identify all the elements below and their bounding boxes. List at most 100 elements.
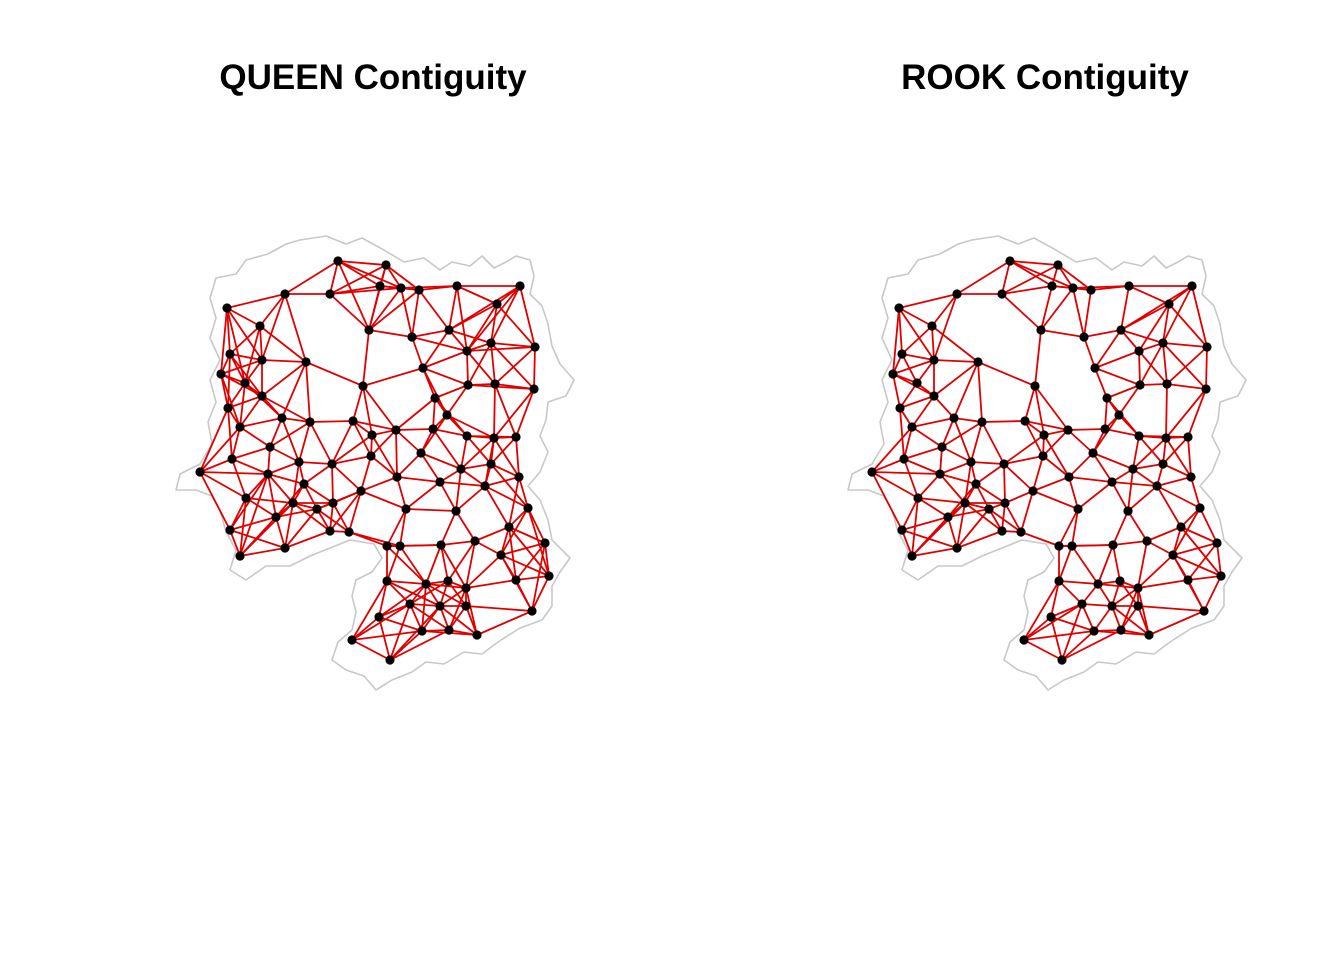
- region-centroid: [452, 281, 462, 291]
- region-centroid: [1064, 472, 1074, 482]
- region-centroid: [235, 551, 245, 561]
- contiguity-link: [466, 346, 536, 352]
- contiguity-link: [405, 481, 441, 510]
- contiguity-link: [1071, 508, 1079, 547]
- contiguity-link: [1092, 414, 1120, 454]
- contiguity-link: [1024, 420, 1069, 431]
- contiguity-link: [371, 434, 398, 478]
- contiguity-link: [1058, 508, 1079, 547]
- contiguity-link: [490, 463, 529, 509]
- contiguity-link: [360, 490, 407, 510]
- region-centroid: [1134, 431, 1144, 441]
- contiguity-link: [901, 516, 949, 531]
- contiguity-link: [901, 353, 935, 361]
- contiguity-link: [1162, 342, 1168, 385]
- contiguity-link: [1120, 587, 1139, 631]
- contiguity-link: [460, 435, 468, 470]
- contiguity-link: [1156, 485, 1182, 528]
- contiguity-link: [281, 417, 311, 423]
- region-centroid: [418, 363, 428, 373]
- contiguity-link: [1168, 303, 1208, 348]
- contiguity-link: [305, 361, 311, 423]
- region-centroid: [294, 457, 304, 467]
- contiguity-link: [275, 508, 318, 518]
- contiguity-link: [1094, 367, 1141, 386]
- region-centroid: [1102, 393, 1112, 403]
- contiguity-link: [1042, 455, 1070, 478]
- contiguity-link: [1092, 452, 1113, 483]
- contiguity-link: [533, 346, 536, 390]
- contiguity-link: [267, 473, 305, 485]
- contiguity-link: [465, 579, 517, 589]
- contiguity-link: [911, 497, 919, 557]
- contiguity-link: [988, 508, 1022, 533]
- contiguity-link: [977, 361, 1036, 387]
- contiguity-link: [953, 361, 979, 419]
- region-centroid: [997, 526, 1007, 536]
- region-centroid: [299, 479, 309, 489]
- region-centroid: [442, 410, 452, 420]
- contiguity-link: [1094, 367, 1108, 399]
- region-centroid: [472, 630, 482, 640]
- contiguity-link: [199, 426, 241, 473]
- region-centroid: [470, 536, 480, 546]
- region-centroid: [999, 459, 1009, 469]
- contiguity-link: [396, 476, 407, 510]
- region-centroid: [1090, 363, 1100, 373]
- contiguity-link: [1120, 303, 1170, 331]
- contiguity-link: [1024, 420, 1044, 457]
- contiguity-link: [1104, 428, 1140, 437]
- contiguity-link: [1083, 336, 1096, 369]
- contiguity-link: [362, 329, 370, 387]
- contiguity-link: [385, 264, 420, 291]
- contiguity-link: [337, 260, 387, 266]
- region-centroid: [1168, 550, 1178, 560]
- contiguity-link: [953, 417, 983, 423]
- contiguity-link: [531, 575, 550, 612]
- contiguity-link: [1162, 303, 1170, 344]
- contiguity-link: [448, 329, 468, 352]
- contiguity-link: [227, 382, 246, 409]
- contiguity-link: [1127, 485, 1158, 512]
- contiguity-link: [446, 414, 495, 439]
- contiguity-link: [916, 359, 935, 384]
- contiguity-link: [448, 285, 458, 331]
- contiguity-link: [1111, 481, 1129, 512]
- contiguity-link: [1112, 540, 1148, 546]
- region-centroid: [222, 303, 232, 313]
- contiguity-link: [975, 483, 1006, 504]
- contiguity-link: [1043, 434, 1070, 478]
- region-centroid: [1183, 575, 1193, 585]
- contiguity-link: [351, 603, 411, 641]
- region-centroid: [1199, 606, 1209, 616]
- contiguity-link: [953, 417, 972, 463]
- contiguity-link: [440, 540, 476, 546]
- contiguity-link: [1068, 476, 1079, 510]
- region-centroid: [1133, 583, 1143, 593]
- contiguity-link: [1138, 350, 1168, 385]
- contiguity-link: [284, 530, 331, 549]
- contiguity-link: [229, 516, 277, 531]
- contiguity-link: [1081, 603, 1113, 607]
- contiguity-link: [903, 458, 919, 499]
- region-centroid: [1053, 260, 1063, 270]
- contiguity-link: [455, 510, 476, 542]
- region-centroid: [935, 469, 945, 479]
- contiguity-link: [1020, 490, 1034, 533]
- contiguity-link: [226, 307, 263, 361]
- region-centroid: [1176, 522, 1186, 532]
- contiguity-link: [396, 452, 422, 478]
- contiguity-link: [231, 458, 269, 475]
- region-centroid: [382, 541, 392, 551]
- region-centroid: [1133, 601, 1143, 611]
- contiguity-link: [227, 407, 233, 460]
- contiguity-link: [899, 407, 905, 460]
- contiguity-link: [941, 421, 983, 448]
- contiguity-link: [337, 260, 381, 287]
- contiguity-link: [1187, 542, 1218, 581]
- region-centroid: [1063, 425, 1073, 435]
- region-centroid: [523, 503, 533, 513]
- contiguity-link: [500, 542, 546, 556]
- region-centroid: [943, 512, 953, 522]
- region-centroid: [435, 601, 445, 611]
